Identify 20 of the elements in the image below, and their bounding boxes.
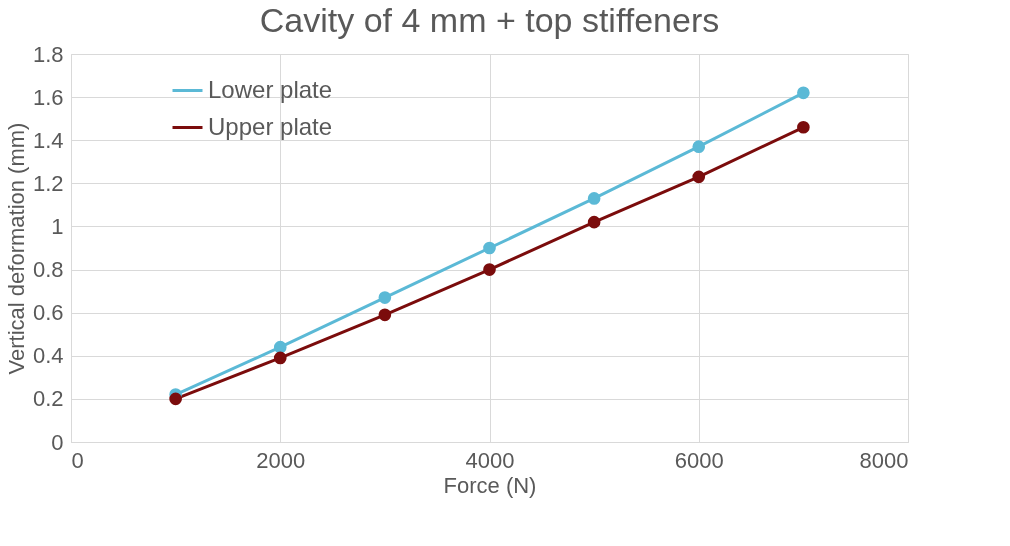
y-tick-label: 0.8 bbox=[32, 257, 64, 283]
y-tick-label: 0 bbox=[51, 429, 64, 455]
x-tick-label: 4000 bbox=[465, 447, 515, 473]
legend-label: Lower plate bbox=[208, 75, 333, 103]
x-tick-label: 6000 bbox=[674, 447, 724, 473]
x-tick-label: 2000 bbox=[256, 447, 306, 473]
y-tick-label: 1.4 bbox=[32, 127, 64, 153]
x-axis-title: Force (N) bbox=[443, 472, 537, 498]
y-tick-label: 1.6 bbox=[32, 84, 64, 110]
y-tick-label: 1.2 bbox=[32, 170, 64, 196]
y-tick-label: 0.2 bbox=[32, 386, 64, 412]
y-tick-label: 0.6 bbox=[32, 300, 64, 326]
y-tick-label: 0.4 bbox=[32, 343, 64, 369]
chart-title: Cavity of 4 mm + top stiffeners bbox=[259, 1, 720, 39]
y-tick-label: 1 bbox=[51, 213, 64, 239]
y-axis-title: Vertical deformation (mm) bbox=[3, 122, 29, 375]
legend-label: Upper plate bbox=[208, 112, 333, 140]
x-tick-label: 0 bbox=[71, 447, 84, 473]
x-tick-label: 8000 bbox=[859, 447, 909, 473]
y-tick-label: 1.8 bbox=[32, 41, 64, 67]
